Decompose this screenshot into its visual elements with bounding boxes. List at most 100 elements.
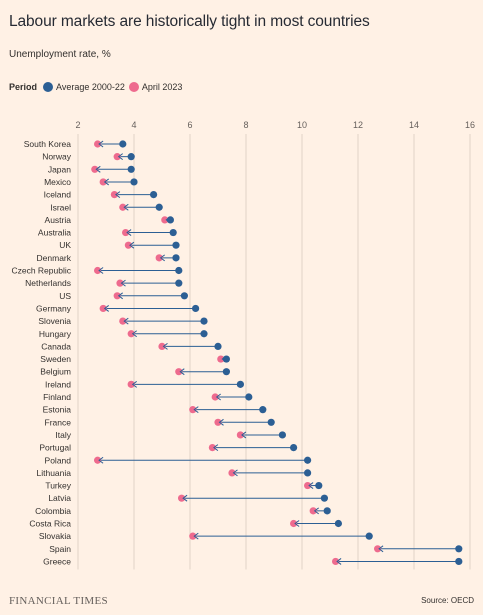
country-label-greece: Greece [43,556,71,566]
average-dot-iceland [150,191,158,199]
april-2023-dot-mexico [99,178,107,186]
april-2023-dot-lithuania [228,469,236,477]
arrowhead-ireland [131,380,137,388]
average-dot-spain [455,545,463,553]
arrowhead-finland [215,393,221,401]
country-label-uk: UK [59,240,71,250]
country-label-australia: Australia [38,228,71,238]
average-dot-hungary [200,330,208,338]
dumbbell-chart: 2 4 6 8 10 12 14 16 South Korea Norway Japan Mexico… [11,120,475,570]
arrowhead-israel [123,203,129,211]
arrowhead-greece [336,558,342,565]
april-2023-dot-costa-rica [290,519,298,528]
arrowhead-colombia [313,507,320,515]
april-2023-dot-estonia [189,406,197,414]
april-2023-dot-finland [211,393,219,401]
country-label-mexico: Mexico [44,177,71,187]
arrowhead-netherlands [120,279,126,287]
source-note: Source: OECD [421,596,474,605]
country-label-portugal: Portugal [39,443,71,453]
average-dot-france [267,418,275,426]
legend-dot-april [128,82,139,92]
country-label-hungary: Hungary [39,329,72,339]
april-2023-dot-south-korea [94,140,102,148]
average-dot-belgium [222,368,230,376]
country-label-latvia: Latvia [48,493,71,503]
average-dot-colombia [323,507,331,515]
arrowhead-france [218,418,224,426]
average-dot-turkey [315,481,323,490]
x-tick-label-2: 2 [75,120,80,130]
arrowhead-spain [378,545,384,553]
chart-title: Labour markets are historically tight in… [9,13,370,30]
arrowhead-australia [126,229,132,236]
april-2023-dot-netherlands [116,279,124,287]
average-dot-greece [455,557,463,566]
country-label-colombia: Colombia [35,506,71,516]
country-label-sweden: Sweden [40,354,71,364]
x-tick-label-10: 10 [297,120,307,130]
country-label-germany: Germany [36,303,72,313]
arrowhead-uk [129,241,135,249]
country-label-finland: Finland [43,392,71,402]
average-dot-uk [172,241,180,249]
april-2023-dot-czech-republic [94,266,102,275]
average-dot-poland [304,456,312,464]
april-2023-dot-sweden [217,355,225,363]
country-label-belgium: Belgium [40,367,71,377]
april-2023-dot-germany [99,304,107,313]
legend-label: Period [9,82,38,92]
arrowhead-costa-rica [294,520,300,527]
arrowhead-south-korea [98,140,104,148]
x-tick-label-4: 4 [131,120,136,130]
arrowhead-portugal [213,444,219,452]
april-2023-dot-greece [332,557,340,566]
arrowhead-canada [162,342,168,350]
average-dot-czech-republic [175,266,183,275]
april-2023-dot-italy [236,431,244,439]
arrowhead-slovenia [123,317,129,325]
country-label-denmark: Denmark [37,253,72,263]
april-2023-dot-belgium [175,368,183,376]
arrowhead-denmark [159,254,165,262]
april-2023-dot-canada [158,342,166,350]
april-2023-dot-israel [119,203,127,211]
april-2023-dot-denmark [155,254,163,262]
average-dot-ireland [236,380,244,388]
april-2023-dot-austria [161,216,169,224]
arrowhead-belgium [179,368,185,376]
average-dot-italy [278,431,286,439]
average-dot-slovenia [200,317,208,325]
country-label-iceland: Iceland [44,190,72,200]
april-2023-dot-slovakia [189,532,197,540]
country-label-norway: Norway [42,152,72,162]
country-label-canada: Canada [41,341,71,351]
average-dot-costa-rica [334,519,342,528]
april-2023-dot-australia [122,228,130,237]
arrowhead-norway [117,153,123,161]
country-label-ireland: Ireland [45,379,71,389]
april-2023-dot-portugal [208,444,216,452]
country-label-czech-republic: Czech Republic [11,266,71,276]
average-dot-australia [169,228,177,237]
chart-subtitle: Unemployment rate, % [9,49,111,60]
april-2023-dot-ireland [127,380,135,388]
average-dot-germany [192,304,200,313]
country-label-costa-rica: Costa Rica [29,519,71,529]
x-tick-label-6: 6 [187,120,192,130]
country-label-japan: Japan [48,164,71,174]
april-2023-dot-us [113,292,121,300]
arrowhead-sweden [221,355,227,363]
april-2023-dot-turkey [304,481,312,490]
april-2023-dot-colombia [309,507,317,515]
x-tick-label-14: 14 [409,120,419,130]
country-label-france: France [45,417,72,427]
april-2023-dot-iceland [110,191,118,199]
country-label-netherlands: Netherlands [25,278,71,288]
april-2023-dot-hungary [127,330,135,338]
arrowhead-poland [98,456,104,464]
arrowhead-hungary [131,330,137,338]
arrowhead-mexico [103,178,109,186]
arrowhead-iceland [115,191,121,198]
april-2023-dot-slovenia [119,317,127,325]
